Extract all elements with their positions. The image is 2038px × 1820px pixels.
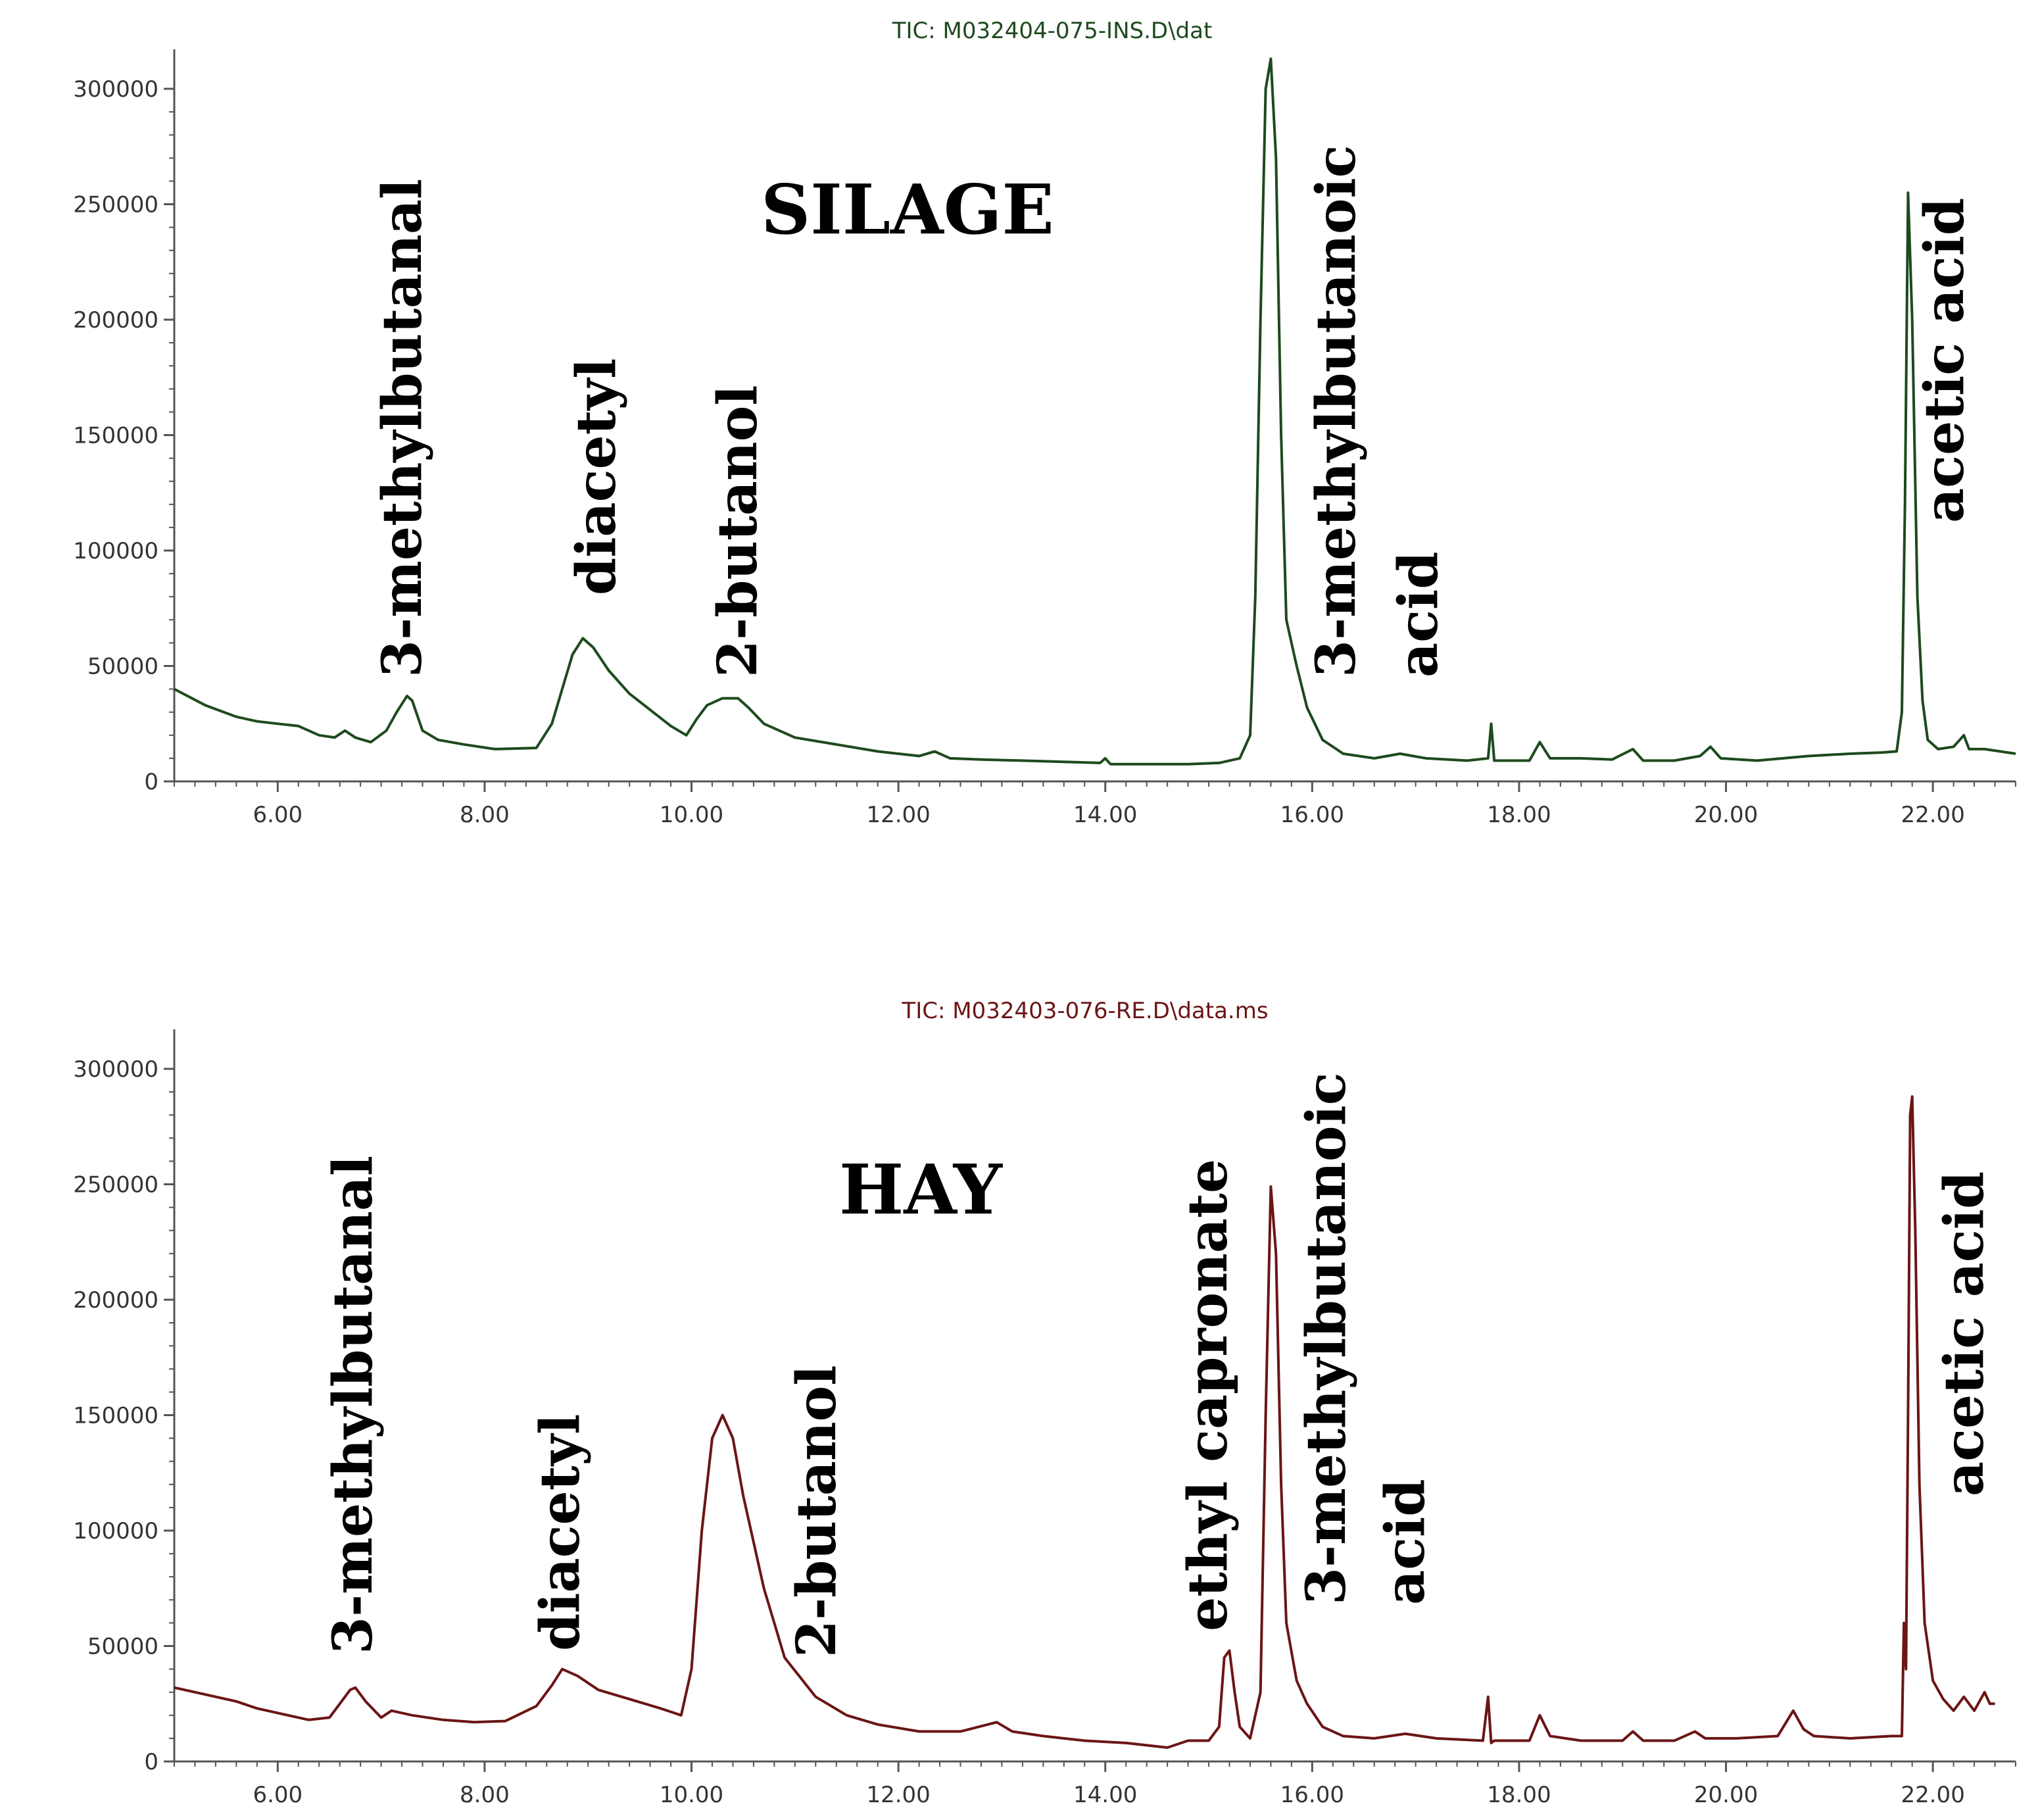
silage-peak-label-3-methylbutanoic: 3-methylbutanoic xyxy=(1305,145,1368,677)
silage-y-tick-label: 50000 xyxy=(87,654,158,680)
hay-y-axis: 0 50000 100000 150000 200000 250000 300000 xyxy=(73,1029,176,1775)
silage-panel: TIC: M032404-075-INS.D\dat SILAGE 0 50000… xyxy=(73,18,2016,828)
hay-x-tick-label: 20.00 xyxy=(1694,1782,1758,1808)
silage-x-tick-label: 14.00 xyxy=(1073,802,1137,828)
hay-x-tick-label: 18.00 xyxy=(1487,1782,1551,1808)
hay-y-tick-label: 200000 xyxy=(73,1287,158,1314)
hay-chromatogram-line xyxy=(174,1095,1995,1749)
hay-peak-label-3-methylbutanoic: 3-methylbutanoic xyxy=(1295,1072,1358,1605)
hay-peak-label-acid: acid xyxy=(1374,1479,1437,1605)
hay-x-axis: 6.00 8.00 10.00 12.00 14.00 16.00 18.00 20.00 22… xyxy=(174,1760,2016,1808)
hay-peak-label-acetic-acid: acetic acid xyxy=(1933,1171,1996,1496)
silage-x-axis: 6.00 8.00 10.00 12.00 14.00 16.00 18.00 20.00 22… xyxy=(174,780,2016,828)
hay-x-tick-label: 22.00 xyxy=(1901,1782,1964,1808)
hay-x-tick-label: 6.00 xyxy=(253,1782,303,1808)
hay-peak-label-2-butanol: 2-butanol xyxy=(785,1365,848,1658)
hay-x-tick-label: 14.00 xyxy=(1073,1782,1137,1808)
hay-x-tick-label: 12.00 xyxy=(866,1782,930,1808)
silage-y-tick-label: 0 xyxy=(144,769,158,795)
hay-peak-label-diacetyl: diacetyl xyxy=(529,1414,592,1651)
silage-x-tick-label: 22.00 xyxy=(1901,802,1964,828)
hay-x-tick-label: 8.00 xyxy=(460,1782,510,1808)
hay-y-tick-label: 150000 xyxy=(73,1403,158,1429)
silage-tic-title: TIC: M032404-075-INS.D\dat xyxy=(892,18,1213,44)
silage-y-axis: 0 50000 100000 150000 200000 250000 300000 xyxy=(73,49,176,795)
hay-peak-label-ethyl-capronate: ethyl capronate xyxy=(1177,1159,1240,1631)
hay-panel: TIC: M032403-076-RE.D\data.ms HAY 0 50000… xyxy=(73,998,2016,1808)
silage-peak-label-diacetyl: diacetyl xyxy=(565,358,628,595)
silage-peak-label-2-butanol: 2-butanol xyxy=(706,385,769,677)
hay-y-tick-label: 250000 xyxy=(73,1172,158,1198)
silage-y-tick-label: 150000 xyxy=(73,423,158,449)
hay-peak-label-3-methylbutanal: 3-methylbutanal xyxy=(322,1156,385,1654)
hay-y-tick-label: 0 xyxy=(144,1749,158,1775)
hay-sample-label: HAY xyxy=(839,1149,1004,1230)
silage-sample-label: SILAGE xyxy=(761,169,1054,250)
silage-y-tick-label: 200000 xyxy=(73,307,158,333)
silage-x-tick-label: 8.00 xyxy=(460,802,510,828)
hay-tic-title: TIC: M032403-076-RE.D\data.ms xyxy=(901,998,1268,1024)
silage-y-tick-label: 300000 xyxy=(73,76,158,103)
silage-x-tick-label: 18.00 xyxy=(1487,802,1551,828)
hay-y-tick-label: 100000 xyxy=(73,1518,158,1544)
silage-x-tick-label: 10.00 xyxy=(660,802,723,828)
silage-peak-label-3-methylbutanal: 3-methylbutanal xyxy=(371,179,434,677)
silage-peak-label-acid: acid xyxy=(1387,551,1450,677)
hay-y-tick-label: 300000 xyxy=(73,1056,158,1083)
silage-peak-label-acetic-acid: acetic acid xyxy=(1913,198,1976,523)
hay-x-tick-label: 10.00 xyxy=(660,1782,723,1808)
silage-x-tick-label: 16.00 xyxy=(1280,802,1344,828)
silage-chromatogram-line xyxy=(174,57,2016,766)
hay-x-tick-label: 16.00 xyxy=(1280,1782,1344,1808)
silage-x-tick-label: 20.00 xyxy=(1694,802,1758,828)
silage-y-tick-label: 250000 xyxy=(73,192,158,218)
silage-x-tick-label: 6.00 xyxy=(253,802,303,828)
hay-y-tick-label: 50000 xyxy=(87,1634,158,1660)
silage-x-tick-label: 12.00 xyxy=(866,802,930,828)
silage-y-tick-label: 100000 xyxy=(73,538,158,564)
